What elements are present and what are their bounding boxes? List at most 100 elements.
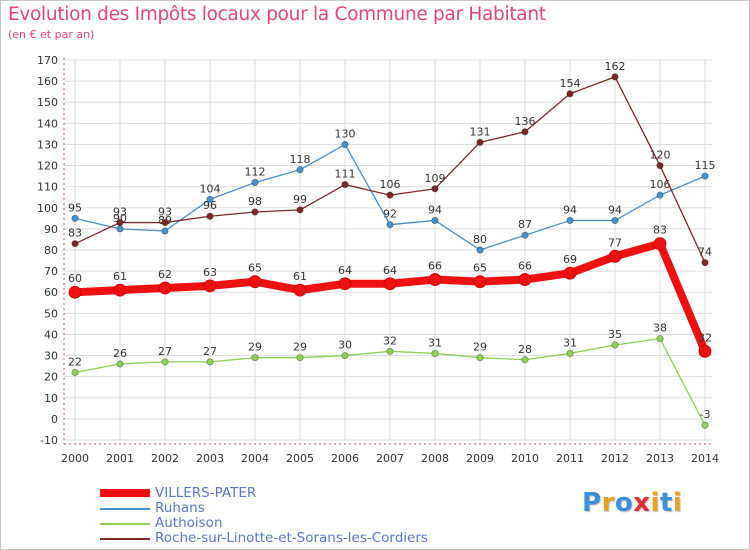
data-label: 109 bbox=[425, 172, 446, 185]
data-point bbox=[701, 259, 709, 267]
data-label: 80 bbox=[473, 233, 487, 246]
chart-title: Evolution des Impôts locaux pour la Comm… bbox=[8, 4, 546, 25]
x-tick-label: 2002 bbox=[151, 452, 179, 465]
data-point bbox=[566, 90, 574, 98]
data-point bbox=[476, 138, 484, 146]
y-tick-label: 90 bbox=[44, 223, 58, 236]
data-label: 93 bbox=[113, 206, 127, 219]
x-tick-label: 2008 bbox=[421, 452, 449, 465]
data-label: 93 bbox=[158, 206, 172, 219]
data-label: 66 bbox=[428, 260, 442, 273]
data-point bbox=[608, 249, 622, 263]
data-label: 63 bbox=[203, 266, 217, 279]
data-point bbox=[341, 140, 349, 149]
y-tick-label: -10 bbox=[40, 434, 58, 447]
y-tick-label: 80 bbox=[44, 244, 58, 257]
data-point bbox=[476, 246, 484, 254]
data-label: 131 bbox=[470, 125, 491, 138]
chart-subtitle: (en € et par an) bbox=[8, 28, 95, 41]
data-point bbox=[611, 73, 619, 81]
data-label: 29 bbox=[293, 341, 307, 354]
data-label: 120 bbox=[650, 149, 671, 162]
data-label: 29 bbox=[248, 341, 262, 354]
data-point bbox=[341, 351, 349, 360]
data-label: 162 bbox=[605, 60, 626, 73]
data-label: 112 bbox=[245, 165, 266, 178]
data-label: 106 bbox=[380, 178, 401, 191]
data-label: 90 bbox=[113, 212, 127, 225]
x-tick-label: 2014 bbox=[691, 452, 719, 465]
data-label: 64 bbox=[383, 264, 397, 277]
data-label: 60 bbox=[68, 272, 82, 285]
logo-letter: o bbox=[614, 488, 634, 518]
data-label: 95 bbox=[68, 201, 82, 214]
data-point bbox=[698, 344, 712, 358]
data-label: 31 bbox=[428, 336, 442, 349]
data-point bbox=[656, 335, 664, 343]
x-tick-label: 2007 bbox=[376, 452, 404, 465]
data-point bbox=[293, 283, 307, 297]
x-tick-label: 2003 bbox=[196, 452, 224, 465]
x-tick-label: 2004 bbox=[241, 452, 269, 465]
data-point bbox=[653, 237, 667, 251]
data-label: 29 bbox=[473, 341, 487, 354]
data-label: 64 bbox=[338, 264, 352, 277]
data-point bbox=[116, 218, 124, 227]
data-point bbox=[473, 275, 487, 289]
data-point bbox=[701, 172, 709, 180]
logo-letter: P bbox=[582, 488, 602, 518]
data-label: 130 bbox=[335, 127, 356, 140]
data-point bbox=[113, 283, 127, 297]
data-label: -3 bbox=[700, 408, 711, 421]
data-label: 136 bbox=[515, 115, 536, 128]
data-label: 104 bbox=[200, 182, 221, 195]
data-label: 27 bbox=[158, 345, 172, 358]
data-label: 74 bbox=[698, 246, 712, 259]
data-label: 65 bbox=[473, 262, 487, 275]
x-tick-label: 2000 bbox=[61, 452, 89, 465]
y-tick-label: 160 bbox=[37, 75, 58, 88]
y-tick-label: 140 bbox=[37, 117, 58, 130]
data-point bbox=[71, 368, 79, 377]
data-point bbox=[521, 128, 529, 136]
data-point bbox=[68, 285, 82, 299]
data-label: 98 bbox=[248, 195, 262, 208]
data-point bbox=[161, 218, 169, 227]
data-label: 30 bbox=[338, 339, 352, 352]
data-label: 32 bbox=[383, 334, 397, 347]
data-label: 83 bbox=[68, 227, 82, 240]
y-tick-label: 120 bbox=[37, 160, 58, 173]
data-label: 61 bbox=[113, 270, 127, 283]
y-tick-label: 0 bbox=[51, 413, 58, 426]
data-label: 61 bbox=[293, 270, 307, 283]
data-point bbox=[158, 281, 172, 295]
x-tick-label: 2006 bbox=[331, 452, 359, 465]
data-label: 38 bbox=[653, 322, 667, 335]
data-label: 27 bbox=[203, 345, 217, 358]
data-point bbox=[161, 227, 169, 235]
data-point bbox=[428, 273, 442, 286]
legend-swatch bbox=[100, 489, 150, 497]
data-label: 35 bbox=[608, 328, 622, 341]
data-point bbox=[296, 166, 304, 174]
data-point bbox=[71, 240, 79, 248]
data-point bbox=[656, 161, 664, 170]
y-tick-label: 40 bbox=[44, 328, 58, 341]
x-tick-label: 2013 bbox=[646, 452, 674, 465]
legend-label: Roche-sur-Linotte-et-Sorans-les-Cordiers bbox=[155, 530, 428, 546]
data-label: 28 bbox=[518, 343, 532, 356]
data-label: 94 bbox=[563, 203, 577, 216]
logo-letter: i bbox=[650, 488, 660, 518]
data-point bbox=[341, 180, 349, 189]
x-tick-label: 2005 bbox=[286, 452, 314, 465]
y-tick-label: 10 bbox=[44, 392, 58, 405]
data-label: 66 bbox=[518, 260, 532, 273]
legend-label: Ruhans bbox=[155, 500, 205, 516]
data-point bbox=[431, 185, 439, 193]
data-label: 94 bbox=[428, 203, 442, 216]
data-point bbox=[251, 178, 259, 187]
data-point bbox=[251, 208, 259, 216]
data-point bbox=[566, 216, 574, 225]
data-label: 99 bbox=[293, 193, 307, 206]
y-tick-label: 110 bbox=[37, 181, 58, 194]
